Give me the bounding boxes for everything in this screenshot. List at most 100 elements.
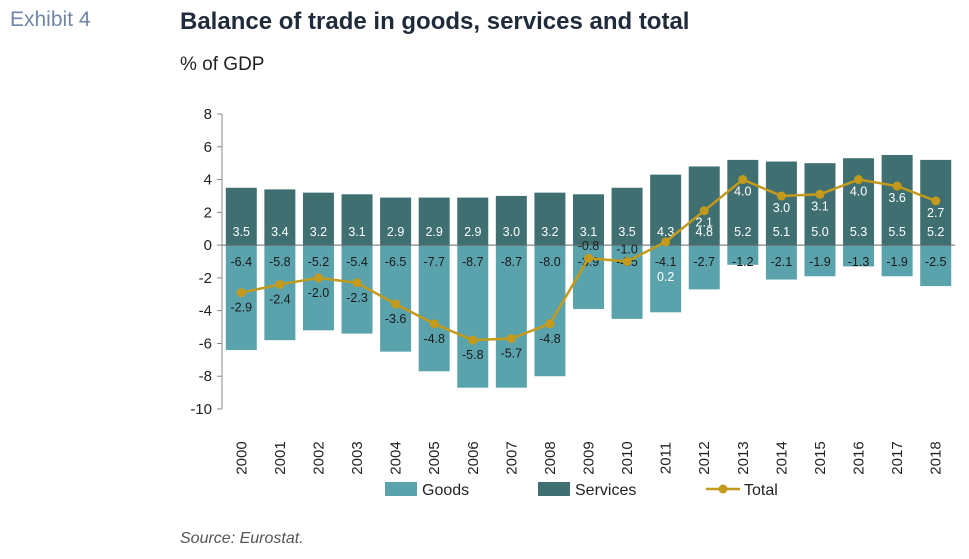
goods-data-label: -8.7 <box>501 255 523 269</box>
x-tick-label: 2007 <box>503 441 520 474</box>
total-point <box>815 189 825 199</box>
chart-subtitle: % of GDP <box>180 54 265 75</box>
legend-goods-label: Goods <box>422 482 469 499</box>
goods-data-label: -6.5 <box>385 255 407 269</box>
total-point <box>776 191 786 201</box>
goods-bar <box>765 245 797 280</box>
services-data-label: 5.2 <box>927 225 944 239</box>
services-bar <box>418 197 450 246</box>
goods-bar <box>495 245 527 388</box>
goods-data-label: -5.2 <box>308 255 330 269</box>
total-data-label: -2.3 <box>346 291 368 305</box>
services-bar <box>843 158 875 246</box>
services-data-label: 3.5 <box>618 225 635 239</box>
x-tick-label: 2005 <box>426 441 443 474</box>
y-tick-label: -10 <box>190 401 212 418</box>
goods-bar <box>302 245 334 331</box>
total-data-label: -5.7 <box>501 347 523 361</box>
goods-bar <box>881 245 913 277</box>
services-data-label: 3.4 <box>271 225 288 239</box>
y-tick-label: 4 <box>204 172 212 189</box>
services-data-label: 3.1 <box>580 225 597 239</box>
goods-data-label: -2.1 <box>771 255 793 269</box>
services-bar <box>804 163 836 246</box>
total-point <box>391 299 401 309</box>
total-data-label: 4.0 <box>850 185 867 199</box>
services-bar <box>881 154 913 246</box>
goods-bar <box>688 245 720 290</box>
total-data-label: -2.4 <box>269 292 291 306</box>
total-point <box>275 279 285 289</box>
total-point <box>622 257 632 266</box>
total-point <box>506 334 516 344</box>
goods-data-label: -5.4 <box>346 255 368 269</box>
total-data-label: -5.8 <box>462 348 484 362</box>
goods-bar <box>457 245 489 388</box>
x-tick-label: 2009 <box>581 441 598 474</box>
total-data-label: 3.1 <box>811 199 828 213</box>
total-data-label: -1.0 <box>616 243 638 257</box>
total-point <box>892 181 902 191</box>
goods-data-label: -6.4 <box>231 255 253 269</box>
y-tick-label: -4 <box>199 303 212 320</box>
services-bar <box>611 187 643 246</box>
legend-services-swatch <box>538 482 570 496</box>
services-data-label: 3.1 <box>348 225 365 239</box>
x-tick-label: 2006 <box>465 441 482 474</box>
total-data-label: -4.8 <box>539 332 561 346</box>
total-point <box>236 288 246 298</box>
x-tick-label: 2011 <box>658 442 675 474</box>
x-tick-label: 2008 <box>542 441 559 474</box>
legend-goods-swatch <box>385 482 417 496</box>
total-point <box>699 206 709 216</box>
y-tick-label: 0 <box>204 237 212 254</box>
x-tick-label: 2013 <box>735 441 752 474</box>
total-point <box>931 196 941 206</box>
total-data-label: -3.6 <box>385 312 407 326</box>
services-bar <box>727 159 759 246</box>
goods-bar <box>843 245 875 267</box>
y-tick-label: 8 <box>204 106 212 123</box>
total-data-label: 2.1 <box>696 216 713 230</box>
services-bar <box>264 189 296 246</box>
x-tick-label: 2000 <box>233 441 250 474</box>
services-data-label: 3.0 <box>503 225 520 239</box>
goods-bar <box>727 245 759 265</box>
services-data-label: 2.9 <box>464 225 481 239</box>
total-data-label: 3.6 <box>888 191 905 205</box>
services-data-label: 5.0 <box>811 225 828 239</box>
total-point <box>429 319 439 329</box>
total-point <box>352 278 362 288</box>
services-bar <box>457 197 489 246</box>
x-tick-label: 2017 <box>889 441 906 474</box>
x-tick-label: 2016 <box>851 441 868 474</box>
source-note: Source: Eurostat. <box>180 530 304 547</box>
x-tick-label: 2004 <box>388 441 405 474</box>
goods-data-label: -2.5 <box>925 255 947 269</box>
total-point <box>584 253 593 263</box>
services-bar <box>688 166 720 246</box>
total-point <box>468 335 478 345</box>
total-data-label: 0.2 <box>657 270 674 284</box>
services-data-label: 4.3 <box>657 225 674 239</box>
goods-bar <box>920 245 952 287</box>
x-tick-label: 2003 <box>349 441 366 474</box>
goods-data-label: -7.7 <box>423 255 445 269</box>
goods-bar <box>650 245 682 313</box>
services-data-label: 2.9 <box>425 225 442 239</box>
goods-data-label: -1.3 <box>848 255 870 269</box>
services-bar <box>302 192 334 246</box>
goods-bar <box>264 245 296 341</box>
goods-bar <box>418 245 450 372</box>
x-tick-label: 2002 <box>310 441 327 474</box>
services-data-label: 3.2 <box>310 225 327 239</box>
goods-data-label: -8.7 <box>462 255 484 269</box>
total-data-label: -2.9 <box>231 301 253 315</box>
goods-bar <box>534 245 566 377</box>
y-tick-label: 2 <box>204 204 212 221</box>
chart-area: 8 6 4 2 0 -2 -4 -6 -8 -10 3.5 3.4 3.2 3.1 2.9 2.9 2.9 3.0… <box>190 106 955 499</box>
goods-data-label: -8.0 <box>539 255 561 269</box>
total-point <box>313 273 323 283</box>
services-data-label: 5.2 <box>734 225 751 239</box>
total-data-label: 4.0 <box>734 185 751 199</box>
